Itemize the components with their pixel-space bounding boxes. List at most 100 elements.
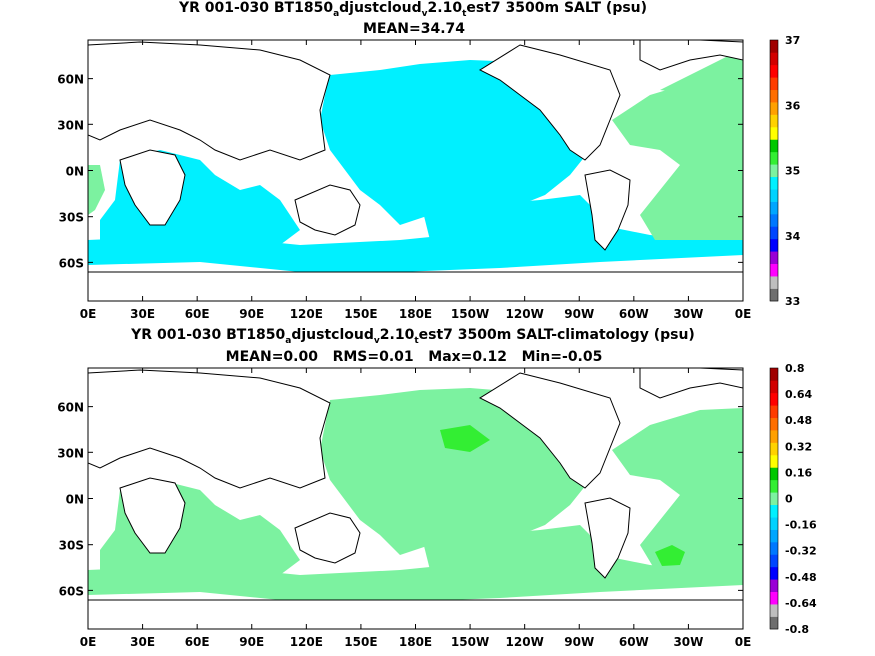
x-tick-label: 180E [399, 307, 432, 321]
colorbar-segment [770, 189, 778, 202]
x-tick-label: 30W [673, 307, 703, 321]
colorbar-segment [770, 430, 778, 443]
panel2-y-axis: 60N 30N 0N 30S 60S [57, 401, 743, 598]
panel1-map [88, 40, 743, 301]
panel2-pacific-patch [440, 425, 490, 452]
colorbar-segment [770, 176, 778, 190]
y-tick-label: 60S [59, 584, 84, 598]
x-tick-label: 150E [344, 307, 377, 321]
colorbar-segment [770, 405, 778, 419]
colorbar-segment [770, 64, 778, 78]
y-tick-label: 30N [57, 118, 84, 132]
colorbar-segment [770, 263, 778, 277]
colorbar-segment [770, 139, 778, 153]
panel1-title: YR 001-030 BT1850adjustcloudv2.10test7 3… [178, 0, 647, 19]
x-tick-label: 90W [564, 635, 594, 649]
y-tick-label: 30S [59, 211, 84, 225]
x-tick-label: 120W [506, 307, 544, 321]
panel1-colorbar: 37 36 35 34 33 [769, 34, 801, 308]
colorbar-segment [770, 201, 778, 215]
colorbar-label: -0.16 [785, 519, 817, 532]
panel1-atlantic-salinity [612, 78, 743, 240]
colorbar-label: 0 [785, 493, 793, 506]
x-tick-label: 150W [451, 307, 489, 321]
colorbar-segment [770, 40, 778, 53]
colorbar-segment [770, 214, 778, 227]
colorbar-segment [770, 504, 778, 518]
panel2-south-pacific-anomaly [420, 525, 600, 575]
panel2-atlantic-anomaly [612, 408, 743, 570]
colorbar-segment [770, 288, 778, 302]
x-tick-label: 120W [506, 635, 544, 649]
panel2-subtitle: MEAN=0.00 RMS=0.01 Max=0.12 Min=-0.05 [226, 349, 603, 365]
colorbar-segment [770, 77, 778, 91]
colorbar-label: -0.48 [785, 571, 817, 584]
colorbar-segment [770, 417, 778, 431]
y-tick-label: 30N [57, 446, 84, 460]
colorbar-segment [770, 164, 778, 178]
x-tick-label: 90E [239, 307, 264, 321]
colorbar-segment [770, 479, 778, 493]
x-tick-label: 90W [564, 307, 594, 321]
y-tick-label: 0N [66, 165, 84, 179]
colorbar-segment [770, 529, 778, 543]
colorbar-label: 37 [785, 34, 800, 47]
x-tick-label: 120E [290, 307, 323, 321]
colorbar-segment [770, 467, 778, 481]
colorbar-segment [770, 380, 778, 394]
colorbar-label: 0.48 [785, 414, 812, 427]
x-tick-label: 0E [80, 307, 97, 321]
colorbar-segment [770, 455, 778, 468]
panel2-atlantic-max [655, 545, 685, 566]
colorbar-segment [770, 566, 778, 580]
panel-salinity: YR 001-030 BT1850adjustcloudv2.10test7 3… [57, 0, 800, 321]
panel-anomaly: YR 001-030 BT1850adjustcloudv2.10test7 3… [57, 327, 817, 649]
y-tick-label: 60N [57, 73, 84, 87]
colorbar-label: 0.8 [785, 362, 805, 375]
y-tick-label: 30S [59, 539, 84, 553]
y-tick-label: 60S [59, 256, 84, 270]
x-tick-label: 60W [619, 635, 649, 649]
panel1-indian-green [88, 165, 105, 215]
colorbar-segment [770, 276, 778, 289]
colorbar-segment [770, 554, 778, 568]
panel2-title: YR 001-030 BT1850adjustcloudv2.10test7 3… [130, 327, 695, 346]
x-tick-label: 150W [451, 635, 489, 649]
panel1-x-axis: 0E 30E 60E 90E 120E 150E 180E 150W 120W 90W 60W 30W… [80, 40, 751, 321]
colorbar-segment [770, 238, 778, 252]
colorbar-label: 0.64 [785, 388, 812, 401]
colorbar-segment [770, 604, 778, 617]
panel2-southern-anomaly [88, 555, 743, 602]
colorbar-segment [770, 102, 778, 115]
colorbar-label: 33 [785, 295, 800, 308]
colorbar-segment [770, 392, 778, 406]
colorbar-label: 35 [785, 165, 800, 178]
x-tick-label: 30E [130, 307, 155, 321]
colorbar-segment [770, 89, 778, 103]
y-tick-label: 0N [66, 493, 84, 507]
panel2-map [88, 368, 743, 629]
colorbar-segment [770, 591, 778, 605]
panel1-y-axis: 60N 30N 0N 30S 60S [57, 73, 743, 270]
colorbar-segment [770, 517, 778, 530]
x-tick-label: 180E [399, 635, 432, 649]
panel1-subtitle: MEAN=34.74 [363, 21, 465, 37]
colorbar-label: 36 [785, 99, 801, 112]
colorbar-label: 0.16 [785, 466, 812, 479]
x-tick-label: 60E [185, 635, 210, 649]
x-tick-label: 150E [344, 635, 377, 649]
panel2-colorbar: 0.8 0.64 0.48 0.32 0.16 0 -0.16 -0.32 -0.48 -0.64… [769, 362, 817, 636]
colorbar-label: -0.64 [785, 597, 817, 610]
panel1-continents [88, 40, 743, 301]
colorbar-segment [770, 251, 778, 265]
colorbar-segment [770, 542, 778, 555]
colorbar-segment [770, 226, 778, 240]
x-tick-label: 60W [619, 307, 649, 321]
colorbar-segment [770, 579, 778, 593]
x-tick-label: 60E [185, 307, 210, 321]
colorbar-segment [770, 492, 778, 506]
panel2-continents [88, 368, 743, 629]
colorbar-label: 34 [785, 230, 801, 243]
x-tick-label: 90E [239, 635, 264, 649]
